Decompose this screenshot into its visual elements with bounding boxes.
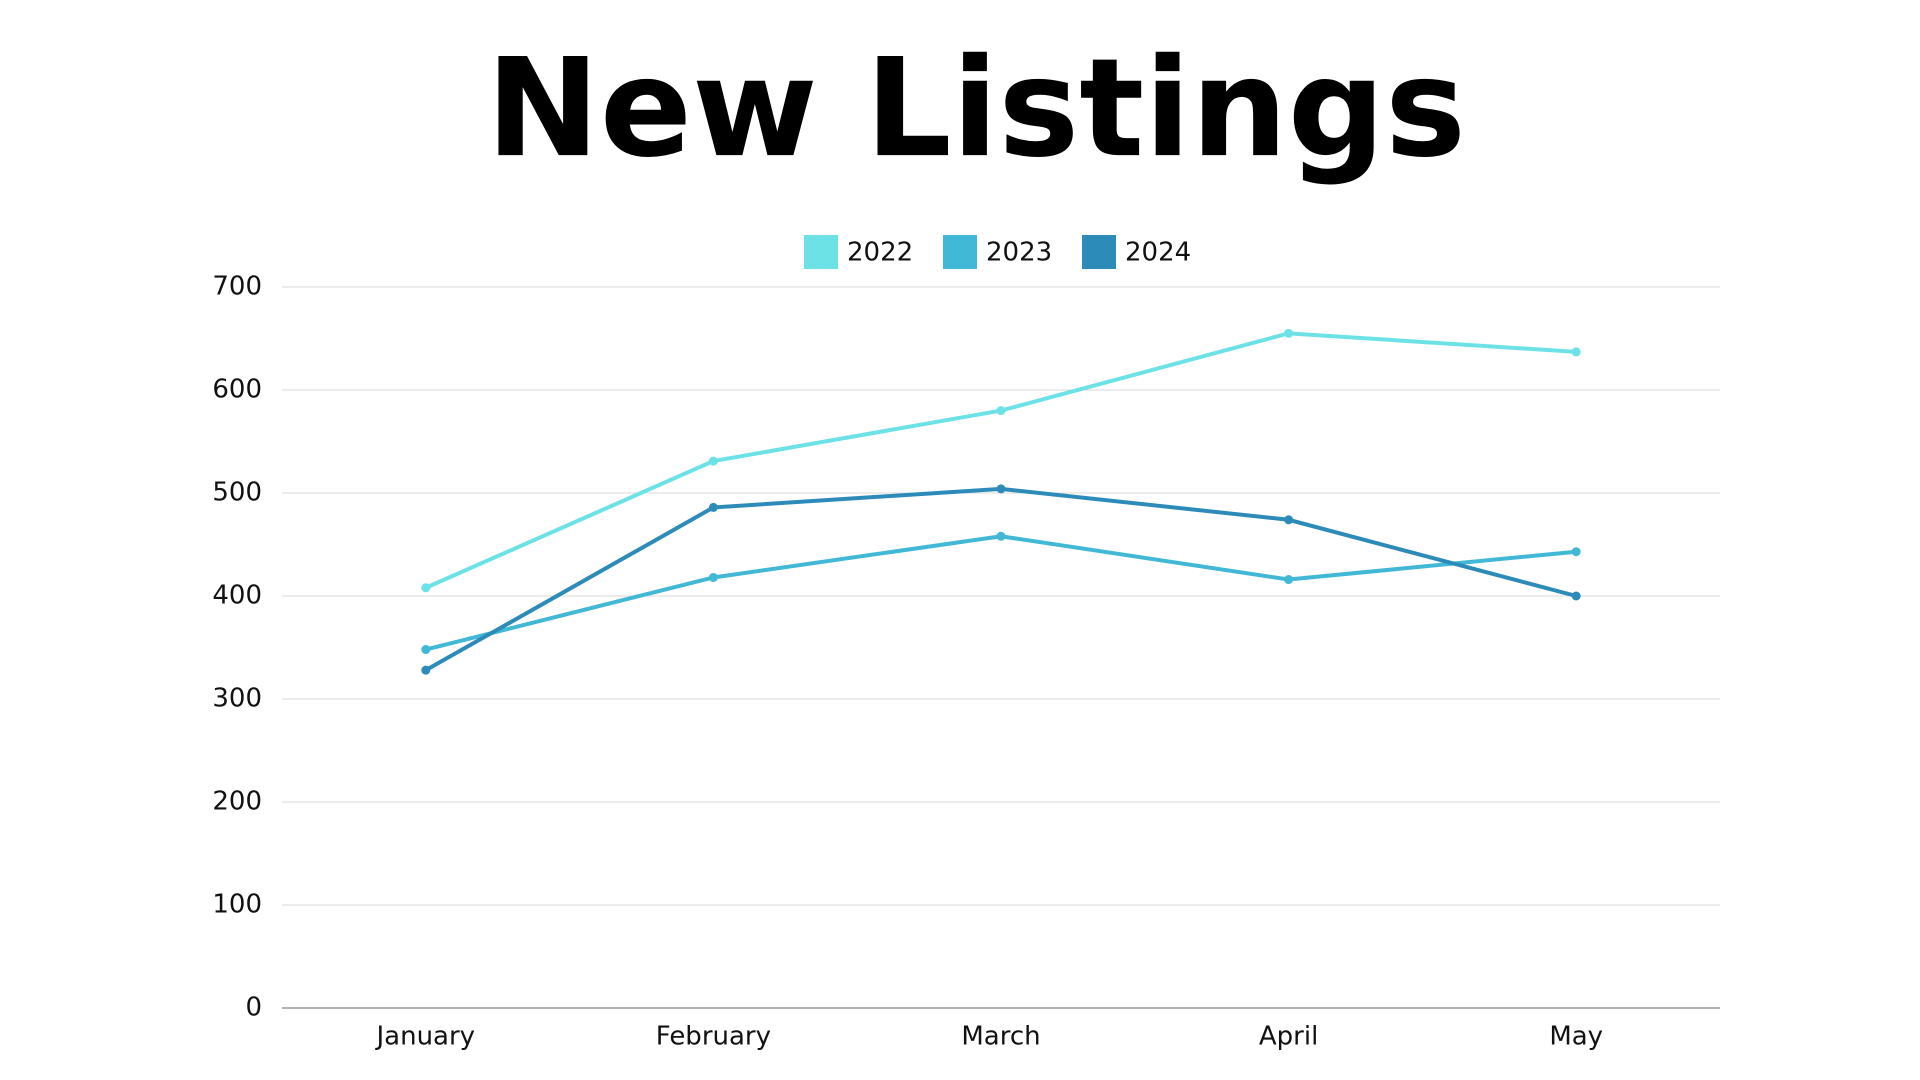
- data-point: [1284, 328, 1294, 338]
- legend-swatch: [804, 235, 838, 269]
- data-point: [1571, 591, 1581, 601]
- data-point: [996, 484, 1006, 494]
- data-point: [1284, 575, 1294, 585]
- y-tick-label: 700: [212, 272, 262, 302]
- y-tick-label: 300: [212, 684, 262, 714]
- legend-label: 2024: [1125, 238, 1191, 268]
- data-point: [421, 645, 431, 655]
- x-tick-label: January: [375, 1022, 476, 1052]
- x-tick-label: March: [961, 1022, 1040, 1052]
- x-tick-label: May: [1549, 1022, 1603, 1052]
- data-point: [708, 502, 718, 512]
- x-tick-label: April: [1259, 1022, 1318, 1052]
- legend-label: 2023: [986, 238, 1052, 268]
- data-point: [996, 531, 1006, 541]
- data-point: [421, 583, 431, 593]
- data-point: [708, 572, 718, 582]
- data-point: [421, 665, 431, 675]
- y-tick-label: 100: [212, 890, 262, 920]
- series-line: [425, 534, 1577, 652]
- series-line: [424, 486, 1577, 672]
- legend-swatch: [943, 235, 977, 269]
- y-tick-label: 200: [212, 787, 262, 817]
- data-point: [1571, 347, 1581, 357]
- data-point: [708, 456, 718, 466]
- legend-label: 2022: [847, 238, 913, 268]
- x-tick-label: February: [656, 1022, 771, 1052]
- data-point: [996, 406, 1006, 416]
- y-tick-label: 500: [212, 478, 262, 508]
- data-point: [1284, 515, 1294, 525]
- legend-swatch: [1082, 235, 1116, 269]
- chart-title: New Listings: [486, 30, 1466, 188]
- y-tick-label: 0: [245, 993, 262, 1023]
- y-tick-label: 600: [212, 375, 262, 405]
- data-point: [1571, 547, 1581, 557]
- y-tick-label: 400: [212, 581, 262, 611]
